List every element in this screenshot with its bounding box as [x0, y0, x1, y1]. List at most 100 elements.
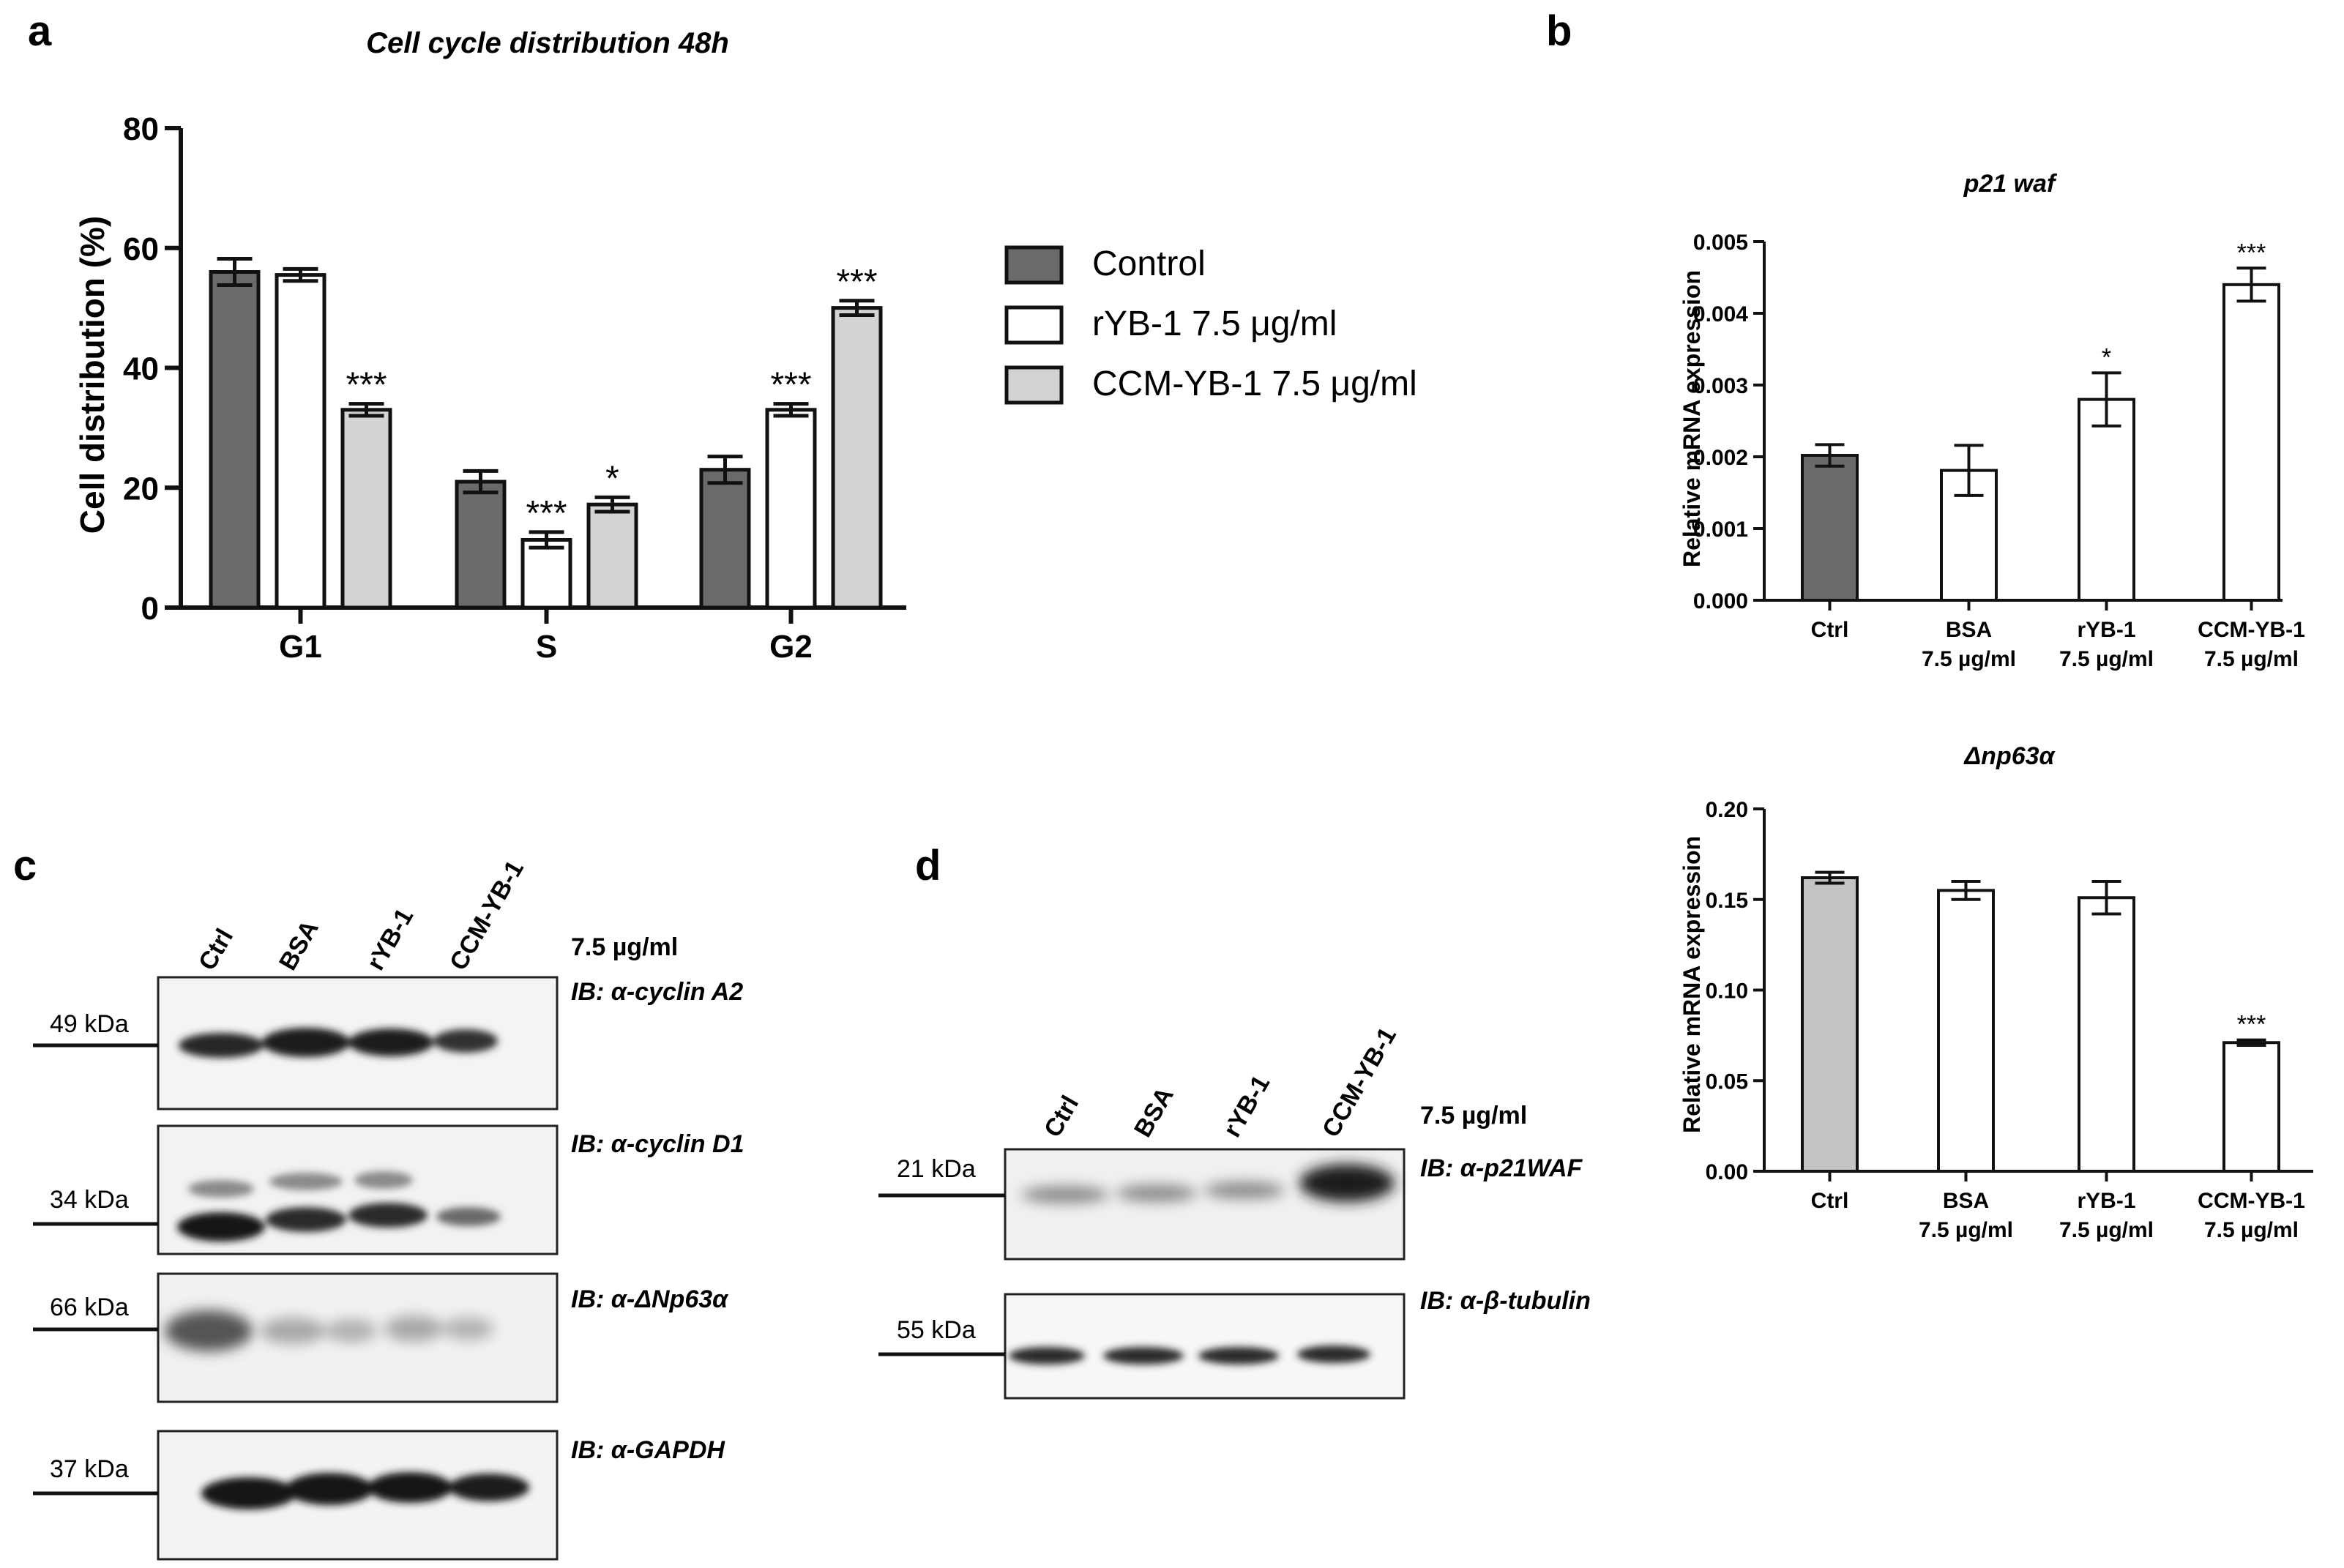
blot-d-antibody: IB: α-β-tubulin — [1420, 1287, 1591, 1315]
chart-b2-xtick-label: 7.5 µg/ml — [2204, 1218, 2299, 1242]
chart-a-bar — [765, 408, 817, 610]
chart-a-ytick-label: 80 — [123, 111, 159, 147]
chart-b1-xtick-label: 7.5 µg/ml — [2059, 647, 2154, 671]
blot-c-lane-label: rYB-1 — [362, 903, 419, 975]
chart-a-legend-swatch — [1004, 245, 1064, 285]
chart-b2-bar — [2078, 896, 2135, 1173]
chart-b2-ytick-label: 0.15 — [1706, 889, 1748, 913]
blot-c-antibody: IB: α-cyclin D1 — [571, 1130, 744, 1158]
chart-b1-xtick-label: CCM-YB-1 — [2198, 618, 2305, 642]
chart-cell-cycle: Cell cycle distribution 48h Cell distrib… — [73, 27, 1417, 665]
chart-a-bar — [455, 479, 507, 610]
chart-b2-xtick-label: rYB-1 — [2077, 1189, 2135, 1213]
blot-d-lane-label: CCM-YB-1 — [1317, 1023, 1402, 1142]
chart-b1-bar — [1801, 454, 1859, 602]
blot-c-bands-1 — [179, 1028, 498, 1058]
chart-b2-sig-label: *** — [2237, 1011, 2266, 1039]
chart-a-sig-label: *** — [836, 263, 877, 302]
blot-c-marker: 66 kDa — [50, 1293, 129, 1321]
chart-a-bar — [699, 468, 751, 610]
chart-b2-ytick-label: 0.00 — [1706, 1160, 1748, 1184]
chart-a-ylabel: Cell distribution (%) — [73, 216, 111, 534]
chart-b2-ylabel: Relative mRNA expression — [1679, 836, 1705, 1133]
chart-b2-xtick-label: 7.5 µg/ml — [1919, 1218, 2013, 1242]
chart-p21waf: p21 waf Relative mRNA expression 0.000 0.… — [1679, 170, 2305, 671]
chart-b2-xtick-label: 7.5 µg/ml — [2059, 1218, 2154, 1242]
chart-a-xtick-label: S — [536, 629, 557, 665]
chart-b1-xtick-label: 7.5 µg/ml — [2204, 647, 2299, 671]
chart-a-sig-label: *** — [526, 494, 567, 533]
chart-b1-ylabel: Relative mRNA expression — [1679, 270, 1705, 567]
chart-b1-ytick-label: 0.003 — [1693, 374, 1748, 398]
chart-b2-xtick-label: Ctrl — [1811, 1189, 1849, 1213]
blot-c-dose: 7.5 µg/ml — [571, 933, 678, 961]
chart-a-legend-swatch — [1004, 305, 1064, 345]
chart-b1-xtick-label: Ctrl — [1811, 618, 1849, 642]
panel-letter-d: d — [915, 842, 941, 889]
blot-c-marker: 37 kDa — [50, 1455, 129, 1483]
blot-c-lane-label: Ctrl — [193, 924, 239, 975]
chart-b1-ytick-label: 0.002 — [1693, 446, 1748, 470]
chart-dnp63a: Δnp63α Relative mRNA expression 0.00 0.05… — [1679, 742, 2313, 1242]
chart-a-legend-label: rYB-1 7.5 μg/ml — [1092, 305, 1337, 343]
panel-letter-c: c — [13, 842, 37, 889]
chart-a-sig-label: * — [605, 459, 619, 498]
chart-a-sig-label: *** — [346, 366, 387, 405]
western-blot-d: Ctrl BSA rYB-1 CCM-YB-1 7.5 µg/ml 21 kDa… — [878, 1023, 1591, 1400]
chart-b1-xtick-label: 7.5 µg/ml — [1922, 647, 2016, 671]
chart-b1-ytick-label: 0.005 — [1693, 231, 1748, 255]
blot-c-marker: 34 kDa — [50, 1186, 129, 1214]
chart-b2-ytick-label: 0.20 — [1706, 798, 1748, 822]
blot-c-antibody: IB: α-GAPDH — [571, 1436, 725, 1464]
blot-c-marker: 49 kDa — [50, 1010, 129, 1038]
chart-a-ytick-label: 40 — [123, 351, 159, 387]
chart-b1-xtick-label: BSA — [1946, 618, 1992, 642]
chart-b1-bar — [2222, 283, 2280, 602]
chart-b1-xtick-label: rYB-1 — [2077, 618, 2135, 642]
chart-b1-sig-label: *** — [2237, 239, 2266, 266]
chart-a-bar — [340, 408, 392, 610]
chart-b2-bar — [1937, 889, 1995, 1173]
chart-b1-sig-label: * — [2102, 343, 2111, 371]
chart-b1-title: p21 waf — [1963, 170, 2058, 198]
chart-b2-xtick-label: CCM-YB-1 — [2198, 1189, 2305, 1213]
chart-a-legend-label: Control — [1092, 244, 1206, 283]
blot-c-bands-4 — [201, 1472, 529, 1509]
blot-c-bands-2 — [177, 1171, 501, 1242]
chart-b2-ytick-label: 0.10 — [1706, 979, 1748, 1004]
blot-c-lane-label: BSA — [274, 916, 324, 975]
chart-a-bar — [275, 273, 326, 610]
blot-c-lane-label: CCM-YB-1 — [444, 856, 529, 975]
chart-a-xtick-label: G1 — [279, 629, 322, 665]
blot-d-lane-label: rYB-1 — [1218, 1070, 1275, 1142]
chart-b2-title: Δnp63α — [1963, 742, 2056, 770]
chart-b1-ytick-label: 0.000 — [1693, 589, 1748, 613]
chart-a-ytick-label: 60 — [123, 231, 159, 267]
blot-c-bands-3 — [165, 1310, 494, 1351]
chart-a-bar — [209, 270, 261, 610]
blot-d-antibody: IB: α-p21WAF — [1420, 1154, 1583, 1182]
chart-b1-ytick-label: 0.001 — [1693, 518, 1748, 542]
blot-d-marker: 55 kDa — [897, 1316, 976, 1344]
panel-letter-a: a — [28, 7, 52, 55]
chart-a-bar — [586, 502, 638, 610]
chart-a-bar — [520, 537, 572, 610]
chart-b2-ytick-label: 0.05 — [1706, 1069, 1748, 1094]
chart-b1-ytick-label: 0.004 — [1693, 302, 1748, 326]
blot-c-antibody: IB: α-ΔNp63α — [571, 1285, 729, 1313]
chart-b2-bar — [2222, 1041, 2280, 1173]
panel-letter-b: b — [1546, 7, 1572, 55]
blot-d-lane-label: BSA — [1129, 1083, 1179, 1142]
chart-a-legend-label: CCM-YB-1 7.5 μg/ml — [1092, 365, 1417, 403]
chart-a-ytick-label: 20 — [123, 471, 159, 507]
blot-d-lane-label: Ctrl — [1039, 1091, 1084, 1142]
western-blot-c: Ctrl BSA rYB-1 CCM-YB-1 7.5 µg/ml 49 kDa… — [33, 856, 744, 1561]
blot-d-dose: 7.5 µg/ml — [1420, 1102, 1527, 1130]
chart-a-sig-label: *** — [770, 366, 811, 405]
chart-a-xtick-label: G2 — [769, 629, 813, 665]
blot-d-bands-1 — [1021, 1164, 1395, 1203]
chart-a-bar — [831, 306, 883, 610]
blot-d-bands-2 — [1009, 1345, 1370, 1364]
chart-b1-bar — [2078, 397, 2135, 602]
